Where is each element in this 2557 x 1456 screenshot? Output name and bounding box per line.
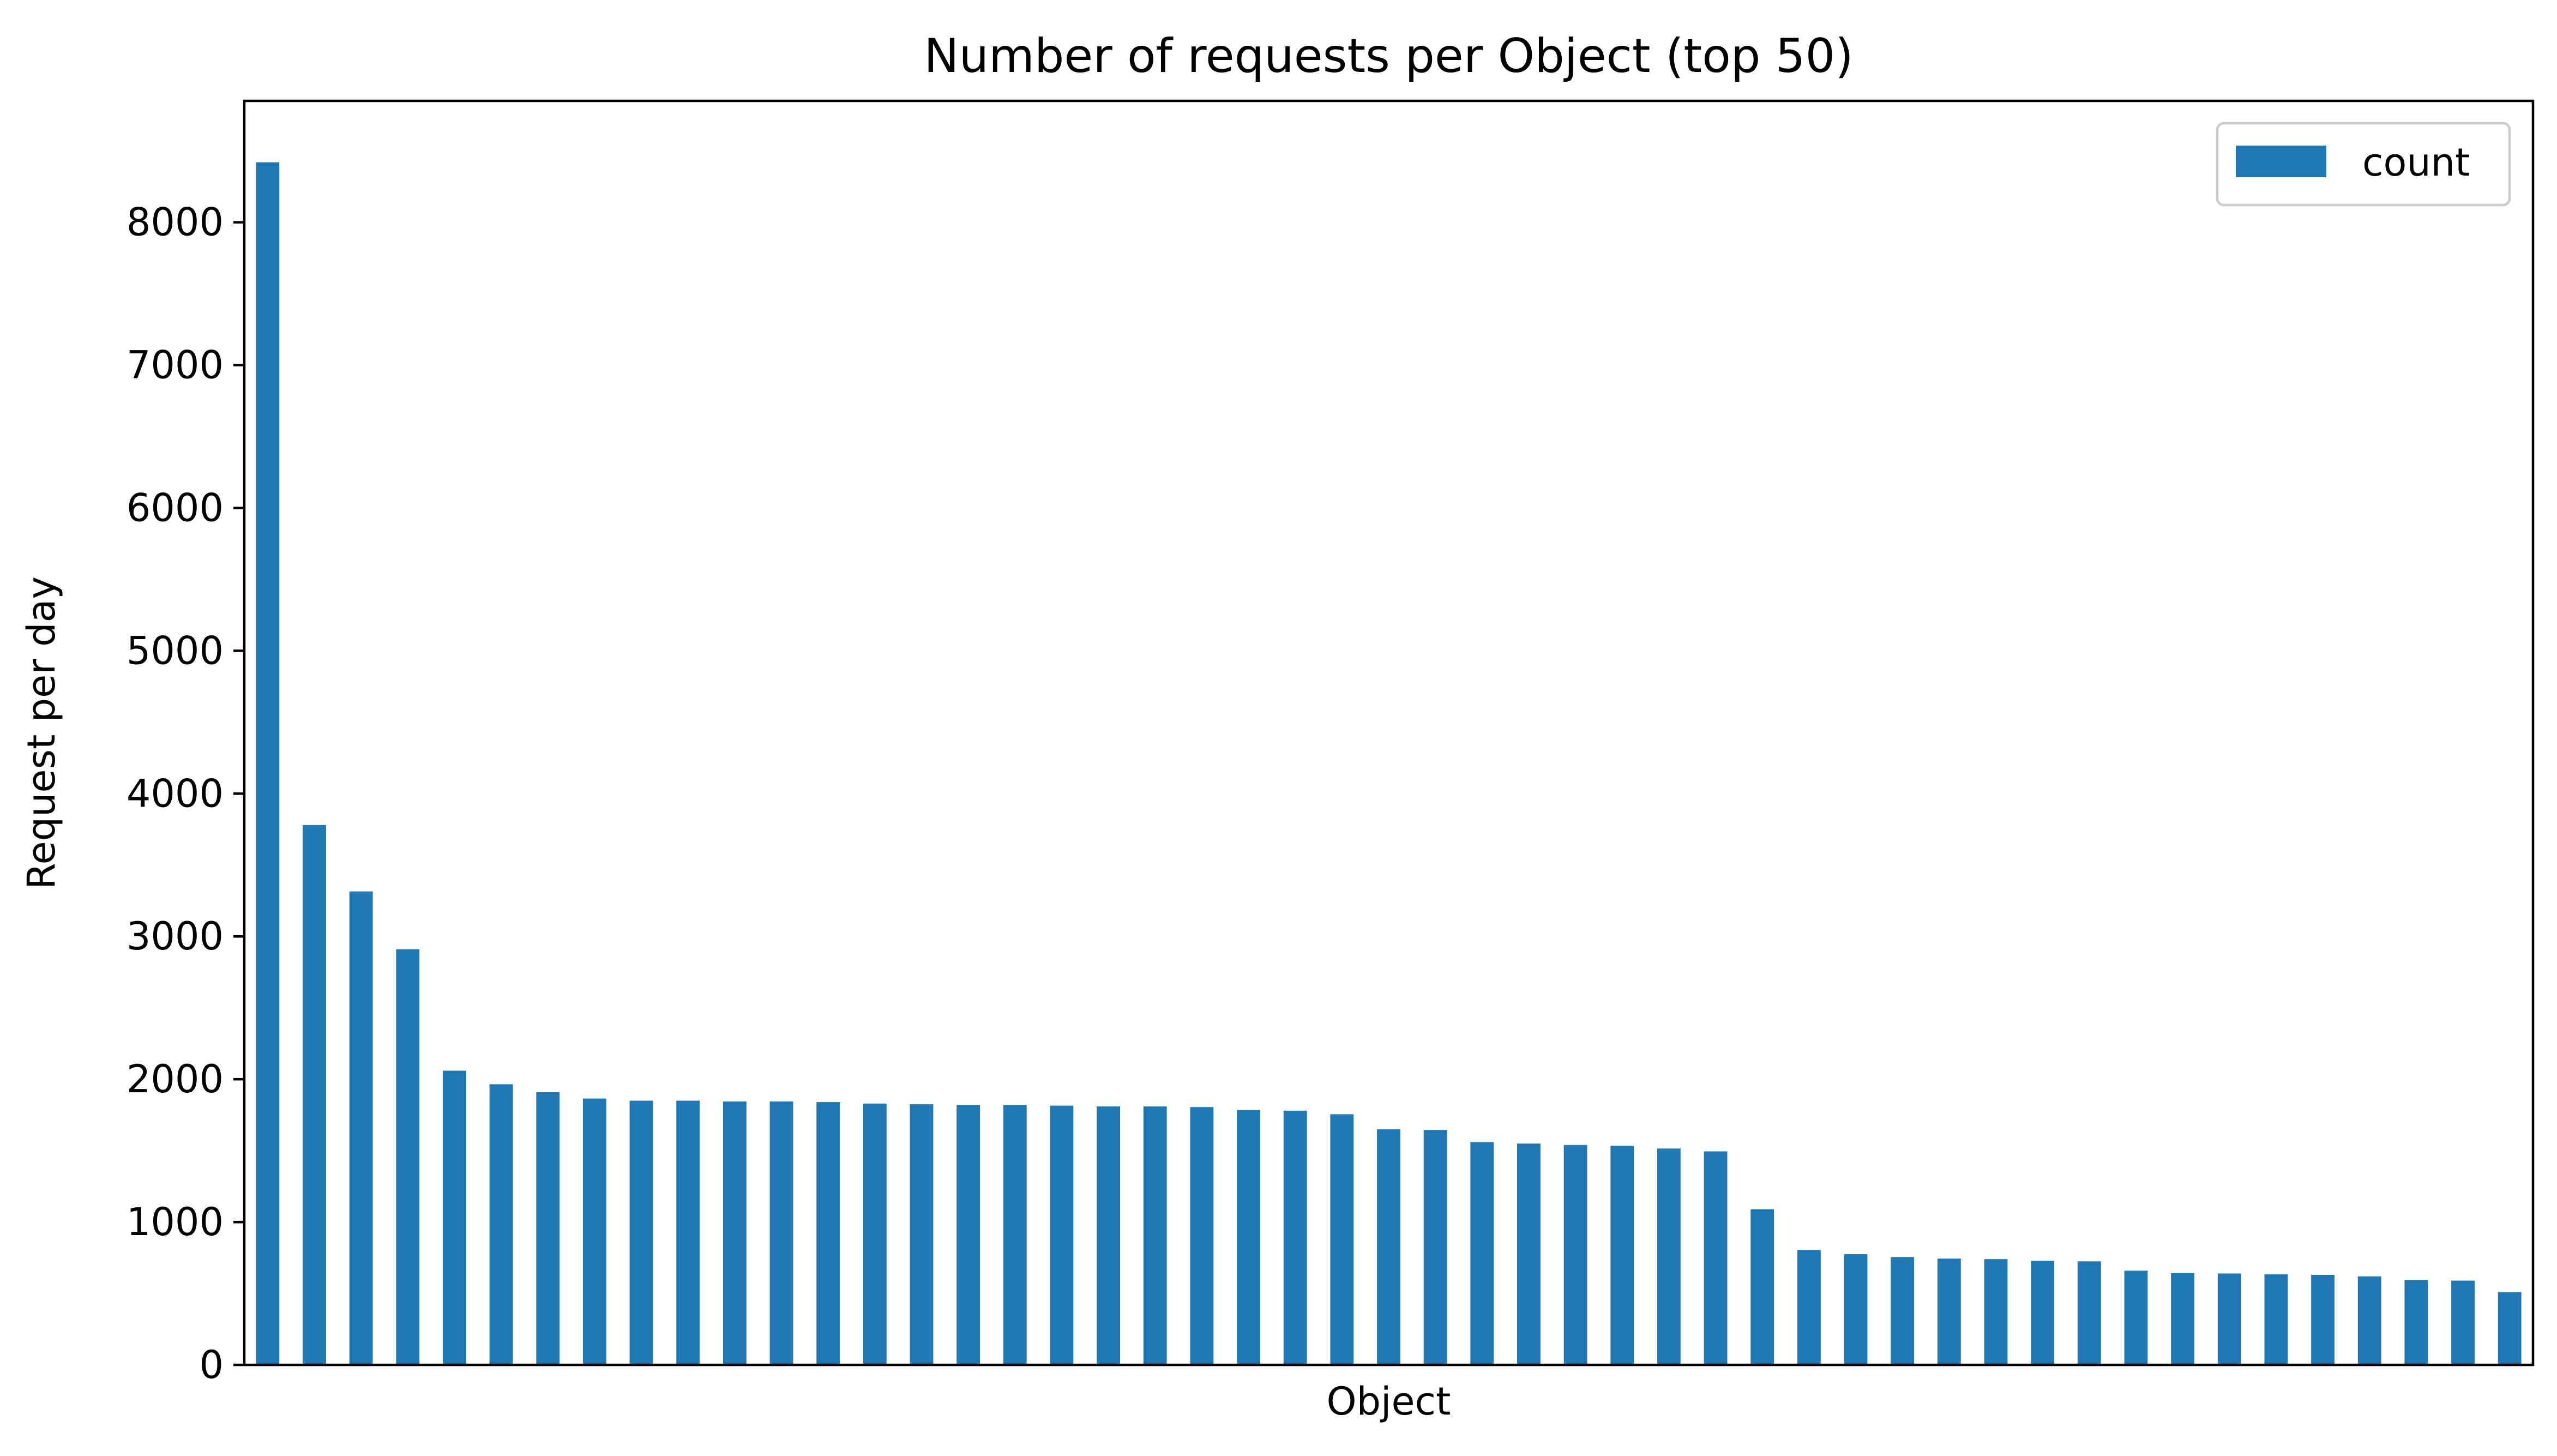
- bar: [1937, 1258, 1961, 1365]
- bar: [536, 1092, 560, 1365]
- bar: [2498, 1292, 2522, 1365]
- bar: [769, 1101, 793, 1365]
- bar: [676, 1100, 700, 1365]
- bar: [1844, 1254, 1868, 1365]
- bar: [1984, 1259, 2008, 1365]
- y-tick-label: 1000: [127, 1200, 224, 1244]
- legend: count: [2216, 122, 2511, 207]
- bar: [1610, 1145, 1634, 1365]
- bar: [582, 1098, 606, 1365]
- bar: [2124, 1271, 2148, 1365]
- bar: [1050, 1105, 1074, 1365]
- bar: [1097, 1106, 1120, 1365]
- y-tick-label: 8000: [127, 200, 224, 245]
- bar: [2404, 1280, 2428, 1365]
- bar: [303, 825, 326, 1365]
- bar: [629, 1100, 653, 1365]
- bar: [2171, 1273, 2195, 1365]
- plot-area-frame: [243, 99, 2535, 1367]
- legend-label-count: count: [2362, 140, 2470, 185]
- bar: [1003, 1105, 1027, 1365]
- y-tick-label: 3000: [127, 914, 224, 959]
- bar: [2217, 1273, 2241, 1365]
- bar: [1330, 1114, 1354, 1365]
- bar: [2264, 1274, 2288, 1365]
- bar: [1377, 1129, 1400, 1365]
- bar: [816, 1102, 840, 1365]
- bar: [2357, 1276, 2381, 1365]
- bar: [2451, 1280, 2475, 1365]
- bar: [863, 1103, 887, 1365]
- bar: [396, 949, 420, 1365]
- bar: [910, 1104, 934, 1365]
- chart-title: Number of requests per Object (top 50): [924, 29, 1854, 83]
- bar: [1237, 1110, 1260, 1365]
- y-tick-label: 2000: [127, 1057, 224, 1102]
- bar: [489, 1084, 513, 1365]
- bar: [349, 891, 373, 1365]
- bar: [723, 1101, 747, 1365]
- bar: [256, 162, 280, 1365]
- x-axis-label: Object: [1327, 1379, 1451, 1424]
- y-tick-label: 6000: [127, 485, 224, 530]
- y-tick-label: 4000: [127, 771, 224, 816]
- bar: [1797, 1250, 1821, 1365]
- bar: [1517, 1144, 1541, 1365]
- bars-group: [256, 162, 2522, 1365]
- y-axis-label: Request per day: [19, 576, 64, 889]
- y-tick-label: 0: [199, 1343, 224, 1387]
- bar: [1563, 1145, 1587, 1365]
- bar: [1470, 1142, 1494, 1365]
- y-ticks-group: 0 1000 2000 3000 4000 5000 6000 7000 8000: [127, 200, 244, 1387]
- bar: [1704, 1151, 1728, 1365]
- bar: [2077, 1261, 2101, 1365]
- bar: [443, 1070, 466, 1365]
- bar: [1423, 1130, 1447, 1365]
- bar: [2031, 1260, 2055, 1365]
- bar: [1657, 1148, 1681, 1365]
- y-tick-label: 7000: [127, 343, 224, 388]
- y-tick-label: 5000: [127, 628, 224, 673]
- legend-box: [2216, 122, 2511, 207]
- bar: [1891, 1257, 1915, 1365]
- bar: [1190, 1107, 1214, 1365]
- bar: [1143, 1106, 1167, 1365]
- bar: [2311, 1274, 2335, 1365]
- bar: [956, 1105, 980, 1365]
- legend-swatch: [2236, 146, 2326, 177]
- bar: [1750, 1209, 1774, 1365]
- bar: [1283, 1110, 1307, 1365]
